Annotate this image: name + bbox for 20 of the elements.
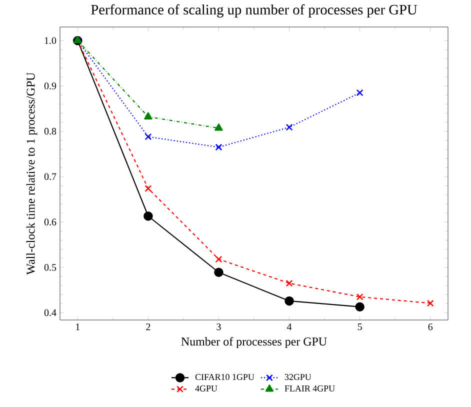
legend-label: FLAIR 4GPU <box>284 385 335 392</box>
x-tick-label: 6 <box>428 324 433 330</box>
legend-label: CIFAR10 1GPU <box>195 374 254 380</box>
y-tick-label: 1.0 <box>44 37 56 44</box>
y-tick-label: 0.6 <box>44 218 56 226</box>
x-tick-label: 1 <box>76 324 80 330</box>
chart-title: Performance of scaling up number of processes per GPU <box>91 4 418 18</box>
x-tick-label: 3 <box>216 324 221 330</box>
legend-label: 32GPU <box>284 374 312 380</box>
y-tick-label: 0.8 <box>44 128 56 135</box>
y-tick-label: 0.9 <box>44 82 56 90</box>
x-tick-label: 4 <box>286 324 292 330</box>
legend-label: 4GPU <box>195 385 218 392</box>
y-axis-title: Wall-clock time relative to 1 process/GPU <box>26 72 38 275</box>
x-tick-label: 5 <box>358 324 362 330</box>
y-tick-label: 0.4 <box>44 309 56 316</box>
x-tick-label: 2 <box>146 324 150 330</box>
y-tick-label: 0.5 <box>44 264 56 271</box>
x-axis-title: Number of processes per GPU <box>181 337 327 348</box>
y-tick-label: 0.7 <box>44 173 56 180</box>
